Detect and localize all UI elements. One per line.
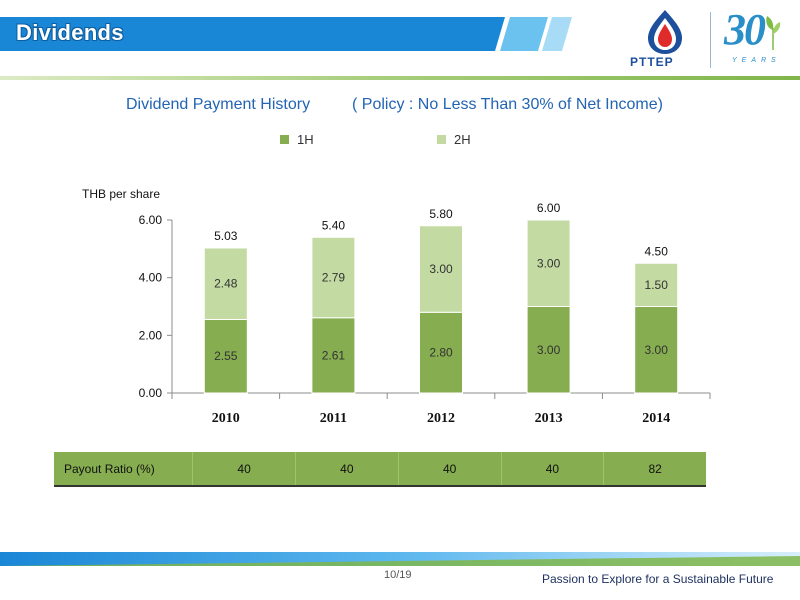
chart-title: Dividend Payment History xyxy=(126,96,311,113)
bar-1h-2011 xyxy=(311,317,356,394)
y-axis-label: THB per share xyxy=(82,187,161,201)
dividend-policy-note: ( Policy : No Less Than 30% of Net Incom… xyxy=(352,96,663,113)
bar-2h-2012 xyxy=(419,225,463,313)
bar-label-2h-2014: 1.50 xyxy=(645,278,669,292)
bar-label-2h-2013: 3.00 xyxy=(537,256,561,270)
anniversary-years-text: YEARS xyxy=(732,57,781,64)
header-divider-line xyxy=(0,76,800,80)
bar-label-1h-2010: 2.55 xyxy=(214,349,238,363)
y-tick-label: 2.00 xyxy=(139,328,163,342)
legend-swatch-2h xyxy=(437,135,446,144)
page-number: 10/19 xyxy=(384,569,412,581)
y-tick-label: 4.00 xyxy=(139,271,163,285)
legend-item-1h: 1H xyxy=(280,132,314,147)
bar-1h-2014 xyxy=(634,306,679,394)
y-tick-label: 0.00 xyxy=(139,386,163,400)
bar-label-2h-2010: 2.48 xyxy=(214,277,238,291)
bar-label-1h-2014: 3.00 xyxy=(645,343,669,357)
x-tick-label-2012: 2012 xyxy=(427,411,455,426)
bar-label-1h-2012: 2.80 xyxy=(429,346,453,360)
bar-1h-2010 xyxy=(203,318,248,394)
bar-total-label-2012: 5.80 xyxy=(429,207,453,221)
bar-label-1h-2011: 2.61 xyxy=(322,348,346,362)
page-title: Dividends xyxy=(16,20,124,45)
bar-total-label-2010: 5.03 xyxy=(214,229,238,243)
bar-1h-2012 xyxy=(419,311,463,394)
legend-item-2h: 2H xyxy=(437,132,471,147)
bar-2h-2011 xyxy=(311,236,356,319)
anniversary-number: 30 xyxy=(724,5,766,54)
payout-ratio-label: Payout Ratio (%) xyxy=(54,452,194,485)
bar-total-label-2011: 5.40 xyxy=(322,218,346,232)
leaf-icon xyxy=(766,16,781,50)
payout-ratio-2014: 82 xyxy=(648,461,662,476)
footer-stripe xyxy=(0,552,800,566)
legend-label-2h: 2H xyxy=(454,132,471,147)
x-tick-label-2011: 2011 xyxy=(320,411,347,426)
footer-tagline: Passion to Explore for a Sustainable Fut… xyxy=(542,572,774,586)
bar-2h-2013 xyxy=(526,219,571,307)
payout-ratio-2012: 40 xyxy=(399,452,502,485)
header-banner xyxy=(0,17,572,51)
payout-ratio-row: Payout Ratio (%) 40 40 40 40 82 xyxy=(54,452,706,487)
logo-divider xyxy=(710,12,711,68)
legend-label-1h: 1H xyxy=(297,132,314,147)
y-tick-label: 6.00 xyxy=(139,213,163,227)
x-tick-label-2013: 2013 xyxy=(535,411,563,426)
bar-total-label-2014: 4.50 xyxy=(645,244,669,258)
bar-2h-2014 xyxy=(634,262,679,307)
payout-ratio-2011: 40 xyxy=(296,452,399,485)
legend-swatch-1h xyxy=(280,135,289,144)
bar-label-2h-2011: 2.79 xyxy=(322,271,346,285)
pttep-logo-text: PTTEP xyxy=(630,55,674,69)
x-tick-label-2010: 2010 xyxy=(212,411,240,426)
bar-label-1h-2013: 3.00 xyxy=(537,343,561,357)
payout-ratio-2013: 40 xyxy=(502,452,605,485)
bar-2h-2010 xyxy=(203,247,248,320)
pttep-logo-icon xyxy=(648,10,682,54)
x-tick-label-2014: 2014 xyxy=(642,411,670,426)
bar-label-2h-2012: 3.00 xyxy=(429,262,453,276)
payout-ratio-2010: 40 xyxy=(193,452,296,485)
bar-total-label-2013: 6.00 xyxy=(537,201,561,215)
